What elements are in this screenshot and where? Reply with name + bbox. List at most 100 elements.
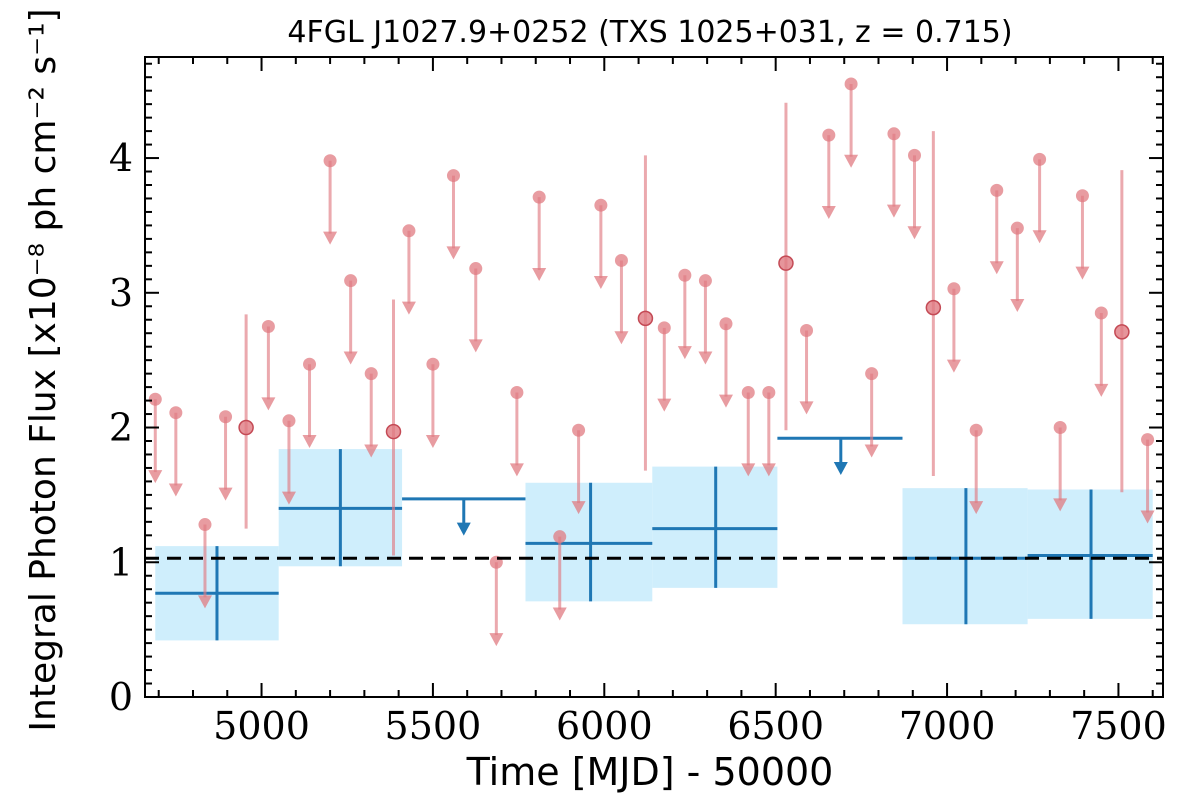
- monthly-upper-limit-arrow-27: [799, 401, 814, 415]
- monthly-upper-limit-arrow-20: [614, 331, 629, 345]
- x-tick-label-0: 5000: [213, 704, 310, 748]
- x-tick-label-5: 7500: [1070, 704, 1167, 748]
- monthly-upper-limit-point-17: [553, 530, 567, 544]
- y-tick-label-3: 3: [109, 271, 133, 315]
- x-tick-label-4: 7000: [899, 704, 996, 748]
- monthly-detection-point-3: [778, 255, 794, 271]
- y-tick-label-0: 0: [109, 675, 133, 719]
- monthly-detection-point-4: [925, 299, 942, 316]
- monthly-upper-limit-arrow-3: [218, 487, 233, 501]
- monthly-upper-limit-arrow-40: [1094, 383, 1109, 397]
- monthly-upper-limit-point-38: [1053, 421, 1067, 435]
- monthly-upper-limit-arrow-24: [718, 394, 733, 408]
- monthly-upper-limit-arrow-22: [677, 346, 692, 360]
- monthly-upper-limit-point-16: [532, 190, 546, 204]
- monthly-upper-limit-arrow-14: [489, 633, 504, 647]
- monthly-detection-point-0: [238, 419, 254, 436]
- monthly-upper-limit-arrow-35: [989, 261, 1004, 275]
- y-axis-label: Integral Photon Flux [x10⁻⁸ ph cm⁻² s⁻¹]: [23, 8, 64, 731]
- monthly-upper-limit-point-20: [614, 253, 628, 267]
- monthly-upper-limit-point-37: [1033, 152, 1047, 166]
- monthly-upper-limit-point-8: [344, 274, 358, 288]
- monthly-upper-limit-arrow-11: [425, 435, 440, 449]
- monthly-upper-limit-arrow-37: [1032, 230, 1047, 244]
- monthly-upper-limit-arrow-21: [657, 398, 672, 412]
- monthly-upper-limit-point-7: [323, 154, 337, 168]
- monthly-detection-point-2: [637, 310, 654, 327]
- monthly-upper-limit-arrow-38: [1053, 498, 1068, 512]
- monthly-upper-limit-arrow-12: [446, 246, 461, 260]
- monthly-upper-limit-point-9: [364, 367, 378, 381]
- monthly-upper-limit-point-32: [907, 148, 921, 162]
- yearly-upper-limit-arrow-0: [456, 522, 471, 536]
- monthly-upper-limit-point-5: [282, 414, 296, 428]
- monthly-upper-limit-arrow-6: [302, 435, 317, 449]
- monthly-upper-limit-arrow-31: [886, 204, 901, 218]
- monthly-upper-limit-arrow-25: [741, 463, 756, 477]
- monthly-upper-limit-point-4: [261, 319, 275, 333]
- x-tick-label-3: 6500: [727, 704, 824, 748]
- monthly-upper-limit-arrow-8: [343, 351, 358, 365]
- y-tick-label-2: 2: [109, 406, 133, 450]
- monthly-upper-limit-point-26: [762, 385, 776, 399]
- monthly-detection-point-1: [385, 423, 402, 440]
- monthly-upper-limit-arrow-18: [571, 501, 586, 515]
- monthly-upper-limit-arrow-2: [197, 595, 212, 609]
- monthly-upper-limit-point-33: [947, 282, 961, 296]
- monthly-upper-limit-arrow-32: [907, 226, 922, 240]
- monthly-upper-limit-point-23: [698, 274, 712, 288]
- monthly-upper-limit-point-28: [822, 128, 836, 142]
- monthly-upper-limit-point-30: [865, 367, 879, 381]
- monthly-upper-limit-arrow-17: [552, 607, 567, 621]
- monthly-upper-limit-point-13: [469, 262, 483, 276]
- axis-ticks-layer: 5000 5500 6000 6500 7000 7500 0 1 2 3 4: [109, 57, 1167, 748]
- monthly-upper-limit-arrow-41: [1140, 510, 1155, 524]
- monthly-upper-limit-arrow-4: [261, 397, 276, 411]
- monthly-upper-limit-point-29: [844, 77, 858, 91]
- monthly-upper-limit-arrow-28: [821, 205, 836, 219]
- y-tick-label-4: 4: [109, 136, 133, 180]
- monthly-upper-limit-point-31: [887, 127, 901, 141]
- monthly-upper-limit-arrow-39: [1075, 266, 1090, 280]
- monthly-upper-limit-arrow-1: [168, 483, 183, 497]
- monthly-upper-limit-point-35: [990, 183, 1004, 197]
- monthly-upper-limit-arrow-10: [401, 301, 416, 315]
- chart-title: 4FGL J1027.9+0252 (TXS 1025+031, z = 0.7…: [287, 15, 1012, 50]
- monthly-upper-limit-point-36: [1010, 221, 1024, 235]
- monthly-upper-limit-arrow-0: [148, 470, 163, 484]
- monthly-upper-limit-arrow-36: [1010, 298, 1025, 312]
- monthly-upper-limit-point-27: [800, 324, 814, 338]
- monthly-upper-limit-point-39: [1075, 189, 1089, 203]
- monthly-upper-limit-point-24: [719, 317, 733, 331]
- monthly-upper-limit-arrow-15: [509, 463, 524, 477]
- monthly-upper-limit-arrow-16: [532, 267, 547, 281]
- monthly-upper-limit-arrow-7: [323, 231, 338, 245]
- yearly-upper-limit-arrow-1: [833, 461, 848, 475]
- monthly-series-layer: [148, 77, 1155, 647]
- monthly-upper-limit-point-2: [198, 518, 212, 532]
- plot-frame: [144, 56, 1164, 698]
- monthly-upper-limit-point-0: [148, 392, 162, 406]
- monthly-upper-limit-point-6: [303, 357, 317, 371]
- monthly-upper-limit-point-41: [1141, 433, 1155, 447]
- monthly-upper-limit-arrow-33: [946, 359, 961, 373]
- monthly-upper-limit-arrow-29: [844, 154, 859, 168]
- monthly-upper-limit-point-40: [1094, 306, 1108, 320]
- monthly-upper-limit-point-19: [594, 198, 608, 212]
- monthly-upper-limit-point-3: [219, 410, 233, 424]
- monthly-detection-point-5: [1114, 324, 1130, 340]
- monthly-upper-limit-arrow-30: [864, 444, 879, 458]
- monthly-upper-limit-point-12: [446, 169, 460, 183]
- monthly-upper-limit-point-10: [402, 224, 416, 238]
- monthly-upper-limit-point-22: [678, 268, 692, 282]
- monthly-upper-limit-point-25: [741, 385, 755, 399]
- monthly-upper-limit-arrow-5: [281, 491, 296, 505]
- yearly-bands-layer: [155, 449, 1153, 641]
- monthly-upper-limit-arrow-23: [698, 351, 713, 365]
- monthly-upper-limit-point-21: [657, 321, 671, 335]
- monthly-upper-limit-point-34: [969, 423, 983, 437]
- y-tick-label-1: 1: [109, 540, 133, 584]
- x-tick-label-2: 6000: [556, 704, 653, 748]
- x-axis-label: Time [MJD] - 50000: [466, 750, 834, 794]
